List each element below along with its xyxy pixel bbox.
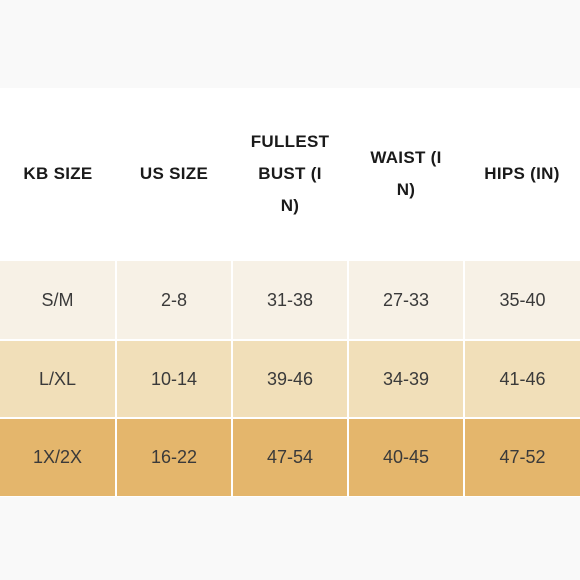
table-row: S/M 2-8 31-38 27-33 35-40 (0, 259, 580, 341)
cell-us-size: 16-22 (115, 417, 233, 498)
top-margin-band (0, 0, 580, 88)
cell-fullest-bust: 31-38 (231, 259, 349, 341)
table-row: L/XL 10-14 39-46 34-39 41-46 (0, 339, 580, 419)
header-us-size: US SIZE (116, 88, 232, 260)
cell-fullest-bust: 47-54 (231, 417, 349, 498)
table-header-row: KB SIZE US SIZE FULLEST BUST (IN) WAIST … (0, 88, 580, 260)
header-waist: WAIST (IN) (348, 88, 464, 260)
header-fullest-bust: FULLEST BUST (IN) (232, 88, 348, 260)
header-hips: HIPS (IN) (464, 88, 580, 260)
cell-us-size: 2-8 (115, 259, 233, 341)
cell-fullest-bust: 39-46 (231, 339, 349, 419)
size-chart-table: KB SIZE US SIZE FULLEST BUST (IN) WAIST … (0, 88, 580, 498)
cell-kb-size: 1X/2X (0, 417, 117, 498)
cell-hips: 41-46 (463, 339, 580, 419)
cell-kb-size: L/XL (0, 339, 117, 419)
cell-kb-size: S/M (0, 259, 117, 341)
cell-us-size: 10-14 (115, 339, 233, 419)
header-kb-size: KB SIZE (0, 88, 116, 260)
cell-waist: 27-33 (347, 259, 465, 341)
cell-waist: 34-39 (347, 339, 465, 419)
cell-hips: 35-40 (463, 259, 580, 341)
cell-waist: 40-45 (347, 417, 465, 498)
cell-hips: 47-52 (463, 417, 580, 498)
table-row: 1X/2X 16-22 47-54 40-45 47-52 (0, 417, 580, 498)
bottom-margin-band (0, 497, 580, 580)
